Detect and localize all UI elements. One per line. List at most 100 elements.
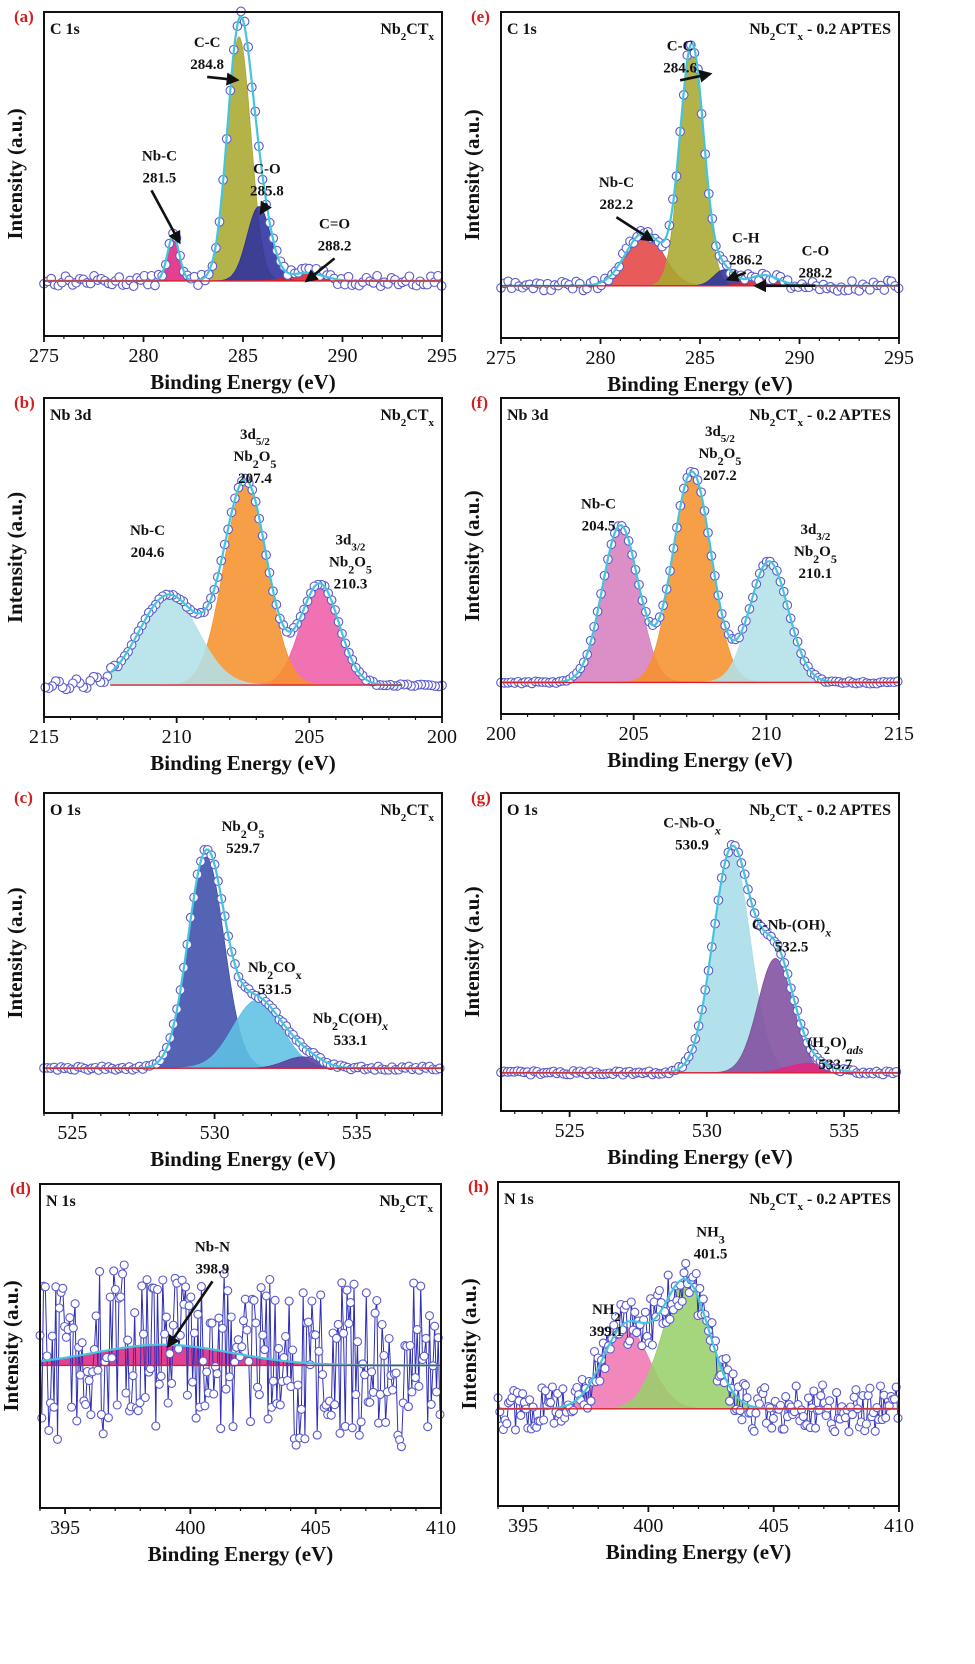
x-tick-label: 535 (342, 1122, 372, 1144)
xps-panel-e: 275 280 285 290 295 Binding Energy (eV) Intens… (460, 7, 914, 396)
data-point (310, 1330, 320, 1340)
peak-arrow (679, 69, 713, 83)
data-point (691, 1268, 701, 1279)
data-point (768, 1413, 778, 1423)
data-point (314, 1346, 324, 1356)
data-point (226, 1312, 236, 1322)
sample-label: Nb2CTx - 0.2 APTES (749, 407, 891, 429)
peak-label-line: Nb-N (195, 1239, 230, 1255)
data-point (677, 1296, 687, 1306)
data-point (361, 1288, 371, 1298)
peak-label-line: 3d5/2 (240, 427, 270, 448)
data-point (809, 1386, 819, 1396)
data-point (261, 1291, 271, 1301)
y-axis-title: Intensity (a.u.) (460, 109, 484, 240)
data-point (539, 1415, 549, 1425)
xps-panel-g: 525 530 535 Binding Energy (eV) Intensity (a… (460, 788, 902, 1169)
x-tick-label: 275 (486, 347, 516, 369)
data-point (158, 1275, 168, 1285)
peak-label-line: NH3 (696, 1224, 725, 1246)
data-point (404, 271, 415, 282)
data-point (356, 1417, 366, 1427)
panel-letter: (c) (14, 788, 33, 807)
data-point (228, 1422, 238, 1432)
data-point (212, 1369, 222, 1379)
data-point (825, 1396, 835, 1406)
core-level-label: C 1s (50, 21, 80, 38)
data-point (879, 285, 890, 295)
peak-label-line: NH2 (592, 1302, 621, 1324)
data-point (238, 1316, 249, 1326)
data-point (230, 1357, 240, 1367)
peak-label-line: Nb-C (581, 496, 616, 512)
x-tick-label: 275 (29, 345, 59, 367)
peak-label-line: 401.5 (694, 1246, 728, 1262)
data-point (695, 1283, 705, 1293)
peak-label-line: C-O (802, 244, 830, 260)
data-point (251, 1318, 261, 1328)
sample-label: Nb2CTx - 0.2 APTES (749, 21, 891, 43)
data-point (119, 1260, 129, 1270)
peak-label-line: 3d5/2 (705, 424, 735, 445)
data-point (140, 1392, 150, 1403)
data-point (193, 1309, 203, 1319)
data-point (660, 238, 671, 249)
peak-label-line: Nb2O5 (794, 544, 837, 566)
data-point (647, 1340, 657, 1350)
peak-label-c-h: C-H 286.2 (725, 231, 763, 282)
data-point (586, 1396, 596, 1406)
data-point (98, 1429, 108, 1439)
x-tick-label: 395 (50, 1517, 80, 1539)
data-point (865, 1383, 875, 1393)
data-point (244, 1356, 254, 1367)
peak-label-line: Nb2COx (248, 960, 302, 982)
data-point (338, 1328, 349, 1338)
peak-label-line: 284.8 (190, 57, 224, 73)
peak-label-c-o: C-O 285.8 (250, 161, 284, 216)
x-axis-title: Binding Energy (eV) (148, 1542, 334, 1566)
peak-label-line: 529.7 (226, 841, 260, 857)
data-point (151, 1421, 161, 1431)
data-point (133, 1406, 143, 1416)
core-level-label: Nb 3d (50, 407, 91, 424)
x-tick-label: 200 (486, 723, 516, 745)
data-point (610, 1312, 621, 1322)
peak-label-line: Nb2O5 (222, 819, 265, 841)
data-point (377, 1319, 387, 1330)
data-point (510, 1425, 521, 1435)
data-point (138, 1329, 149, 1339)
data-point (217, 1323, 228, 1333)
data-point (219, 1269, 229, 1279)
x-tick-label: 405 (301, 1517, 331, 1539)
data-point (161, 1312, 171, 1322)
data-point (128, 281, 139, 291)
xps-panel-f: 200 205 210 215 Binding Energy (eV) Intensity… (460, 393, 914, 772)
data-point (110, 1284, 120, 1295)
data-point (40, 682, 51, 693)
xps-panel-h: 395 400 405 410 Binding Energy (eV) Intensity… (457, 1177, 914, 1564)
xps-panel-d: 395 400 405 410 Binding Energy (eV) Intensity… (0, 1179, 456, 1566)
data-point (281, 1331, 291, 1342)
data-point (312, 1430, 322, 1440)
data-point (558, 1384, 568, 1394)
data-point (209, 1389, 219, 1399)
data-point (116, 1292, 126, 1302)
data-point (875, 1381, 886, 1391)
data-point (95, 1266, 105, 1276)
x-tick-label: 285 (228, 345, 258, 367)
peak-label-line: (H2O)ads (807, 1035, 863, 1057)
data-point (330, 1400, 340, 1410)
x-tick-label: 280 (129, 345, 159, 367)
data-point (349, 1279, 359, 1289)
sample-label: Nb2CTx (380, 802, 434, 824)
sample-label: Nb2CTx - 0.2 APTES (749, 802, 891, 824)
data-point (725, 1396, 735, 1406)
data-point (737, 1415, 747, 1425)
peak-3d5-2-nb2o5 (501, 471, 899, 683)
data-point (582, 1403, 593, 1413)
